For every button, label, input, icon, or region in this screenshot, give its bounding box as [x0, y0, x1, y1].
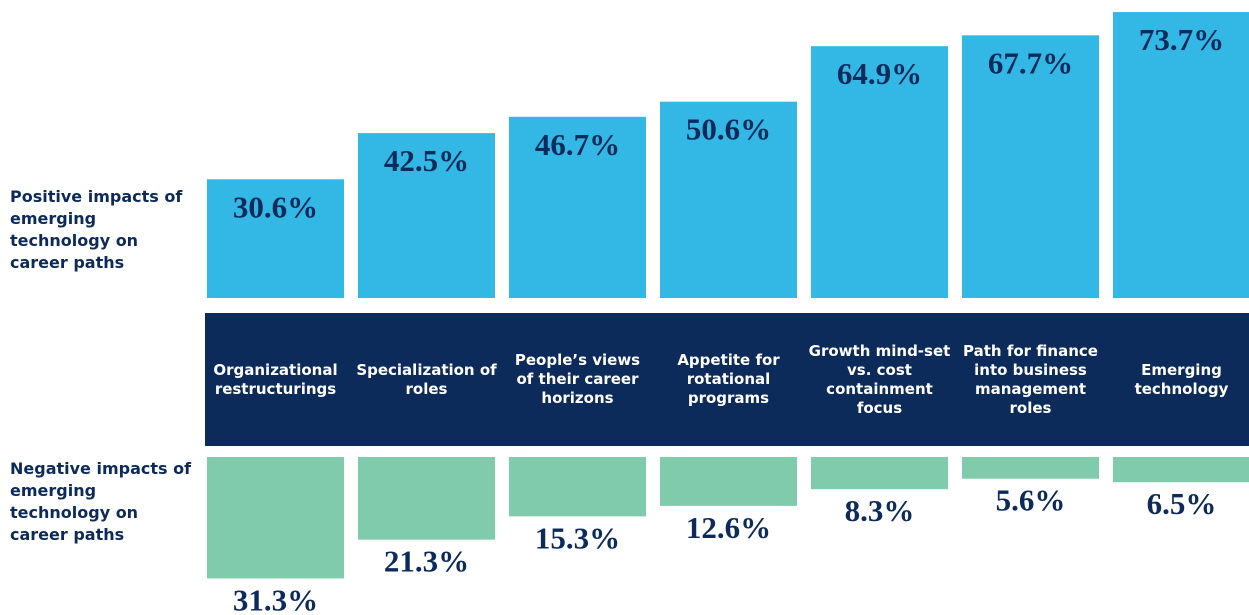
positive-value-label: 64.9% [837, 56, 922, 91]
negative-bar [358, 457, 495, 540]
category-band [205, 313, 1249, 446]
negative-value-label: 15.3% [535, 520, 620, 555]
category-label: Path for finance into business managemen… [963, 341, 1098, 417]
negative-bar [1113, 457, 1249, 483]
negative-bar [811, 457, 948, 490]
category-label: Growth mind-set vs. cost containment foc… [808, 341, 951, 417]
side-label-bold: Negative [10, 459, 91, 478]
negative-value-label: 21.3% [384, 544, 469, 579]
positive-value-label: 73.7% [1139, 22, 1224, 57]
positive-bar [962, 35, 1099, 298]
negative-bar [207, 457, 344, 579]
negative-value-label: 31.3% [233, 582, 318, 615]
side-label-text: impacts of emerging technology on career… [10, 187, 183, 272]
negative-bar [660, 457, 797, 506]
positive-value-label: 42.5% [384, 143, 469, 178]
negative-value-label: 5.6% [996, 483, 1066, 518]
positive-bar [509, 116, 646, 298]
positive-side-label: Positive impacts of emerging technology … [10, 186, 195, 274]
positive-value-label: 67.7% [988, 45, 1073, 80]
positive-value-label: 30.6% [233, 189, 318, 224]
negative-side-label: Negative impacts of emerging technology … [10, 458, 195, 546]
positive-bar [811, 46, 948, 298]
side-label-bold: Positive [10, 187, 83, 206]
negative-value-label: 6.5% [1147, 486, 1217, 521]
category-label: Specialization of roles [356, 360, 497, 398]
negative-bar [962, 457, 1099, 479]
positive-value-label: 50.6% [686, 112, 771, 147]
negative-value-label: 12.6% [686, 510, 771, 545]
negative-bar [509, 457, 646, 517]
side-label-text: impacts of emerging technology on career… [10, 459, 192, 544]
positive-bar [1113, 12, 1249, 298]
category-label: Appetite for rotational programs [677, 351, 780, 407]
positive-bar [207, 179, 344, 298]
category-label: People’s views of their career horizons [514, 351, 641, 407]
positive-value-label: 46.7% [535, 127, 620, 162]
category-label: Emerging technology [1134, 360, 1229, 398]
negative-value-label: 8.3% [845, 493, 915, 528]
category-label: Organizational restructurings [213, 360, 338, 398]
positive-bar [358, 133, 495, 298]
positive-bar [660, 101, 797, 298]
